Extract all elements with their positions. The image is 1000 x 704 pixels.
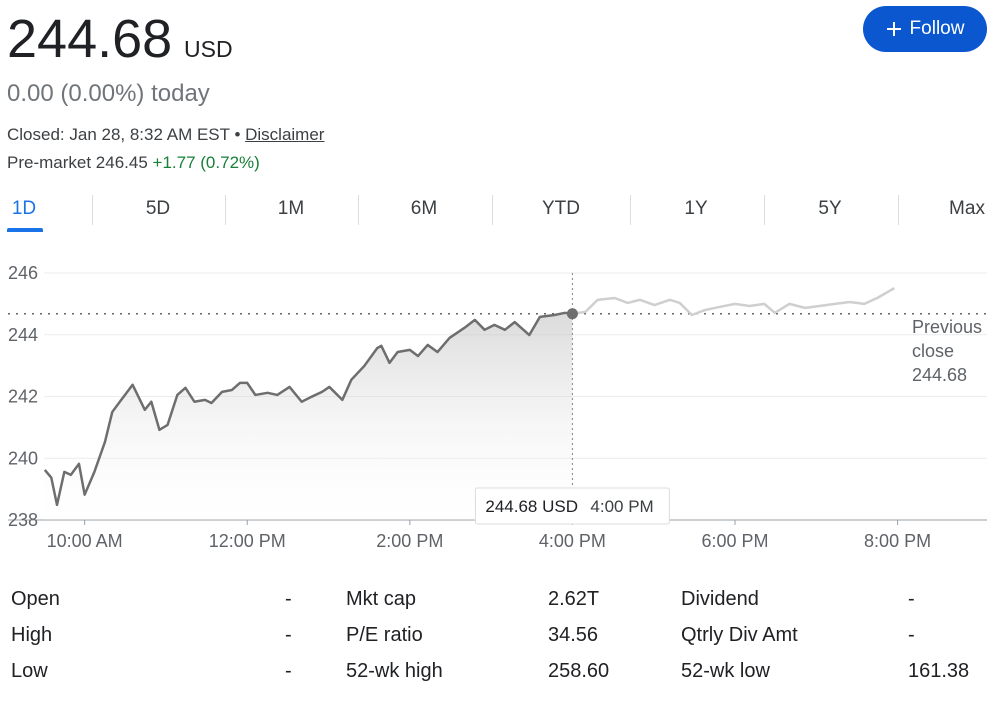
x-tick-label: 12:00 PM bbox=[209, 531, 286, 551]
x-tick-label: 8:00 PM bbox=[864, 531, 931, 551]
price-line bbox=[43, 311, 573, 507]
range-tab[interactable]: Max bbox=[949, 198, 985, 219]
tab-separator bbox=[358, 195, 359, 225]
range-tab[interactable]: 5D bbox=[145, 198, 171, 219]
x-tick-label: 4:00 PM bbox=[539, 531, 606, 551]
price-line bbox=[572, 287, 895, 317]
x-tick-label: 10:00 AM bbox=[47, 531, 123, 551]
chart: 238 240 242 244 246 10:00 AM 12:00 PM 2:00 PM 4:… bbox=[8, 263, 987, 551]
premarket-price: Pre-market 246.45 bbox=[7, 153, 148, 172]
stat-label: 52-wk high bbox=[346, 660, 443, 682]
y-tick-label: 244 bbox=[8, 325, 38, 345]
stat-label: P/E ratio bbox=[346, 624, 423, 646]
stat-value: - bbox=[285, 588, 292, 610]
previous-close-word: Previous bbox=[912, 317, 982, 337]
range-tab[interactable]: YTD bbox=[542, 198, 580, 219]
stat-label: Dividend bbox=[681, 588, 759, 610]
currency: USD bbox=[184, 36, 233, 62]
stat-value: - bbox=[908, 624, 915, 646]
stat-label: Mkt cap bbox=[346, 588, 417, 610]
tooltip-time: 4:00 PM bbox=[590, 497, 653, 516]
stat-label: Low bbox=[11, 660, 48, 682]
y-tick-label: 242 bbox=[8, 387, 38, 407]
follow-button[interactable]: Follow bbox=[863, 6, 987, 52]
x-tick-label: 6:00 PM bbox=[701, 531, 768, 551]
plus-icon bbox=[886, 22, 901, 36]
stat-label: Qtrly Div Amt bbox=[681, 624, 798, 646]
stat-value: 34.56 bbox=[548, 624, 599, 646]
tab-separator bbox=[92, 195, 93, 225]
stat-label: 52-wk low bbox=[681, 660, 770, 682]
stat-value: 2.62T bbox=[548, 588, 600, 610]
tooltip-price: 244.68 USD bbox=[485, 497, 578, 516]
stat-value: - bbox=[285, 660, 292, 682]
stat-label: Open bbox=[11, 588, 60, 610]
x-tick-label: 2:00 PM bbox=[376, 531, 443, 551]
price: 244.68 bbox=[7, 9, 173, 69]
tab-separator bbox=[225, 195, 226, 225]
range-tab[interactable]: 1D bbox=[11, 198, 37, 219]
stat-label: High bbox=[11, 624, 53, 646]
change: 0.00 (0.00%) today bbox=[7, 80, 210, 107]
hover-point bbox=[566, 308, 578, 320]
previous-close-value: 244.68 bbox=[912, 365, 967, 385]
stat-value: - bbox=[908, 588, 915, 610]
stat-value: - bbox=[285, 624, 292, 646]
separator: • bbox=[234, 125, 241, 144]
range-tab[interactable]: 5Y bbox=[818, 198, 842, 219]
disclaimer-link[interactable]: Disclaimer bbox=[245, 125, 325, 144]
tab-separator bbox=[630, 195, 631, 225]
tab-separator bbox=[898, 195, 899, 225]
follow-label: Follow bbox=[909, 18, 965, 39]
previous-close-label: Previous close 244.68 bbox=[912, 317, 982, 385]
tooltip-box bbox=[474, 487, 670, 525]
premarket: Pre-market 246.45 +1.77 (0.72%) bbox=[7, 153, 260, 173]
range-tab[interactable]: 6M bbox=[410, 198, 438, 219]
tab-separator bbox=[764, 195, 765, 225]
premarket-change: +1.77 (0.72%) bbox=[152, 153, 260, 172]
closed-time: Closed: Jan 28, 8:32 AM EST bbox=[7, 125, 230, 144]
y-tick-label: 238 bbox=[8, 510, 38, 530]
closed-info: Closed: Jan 28, 8:32 AM EST • Disclaimer bbox=[7, 125, 324, 145]
y-tick-label: 240 bbox=[8, 448, 38, 468]
range-tab[interactable]: 1Y bbox=[684, 198, 708, 219]
previous-close-word: close bbox=[912, 341, 954, 361]
range-tab[interactable]: 1M bbox=[277, 198, 305, 219]
active-tab-underline bbox=[7, 228, 43, 232]
tab-separator bbox=[492, 195, 493, 225]
stat-value: 161.38 bbox=[908, 660, 970, 682]
y-tick-label: 246 bbox=[8, 263, 38, 283]
area-fill bbox=[44, 312, 573, 520]
stat-value: 258.60 bbox=[548, 660, 610, 682]
